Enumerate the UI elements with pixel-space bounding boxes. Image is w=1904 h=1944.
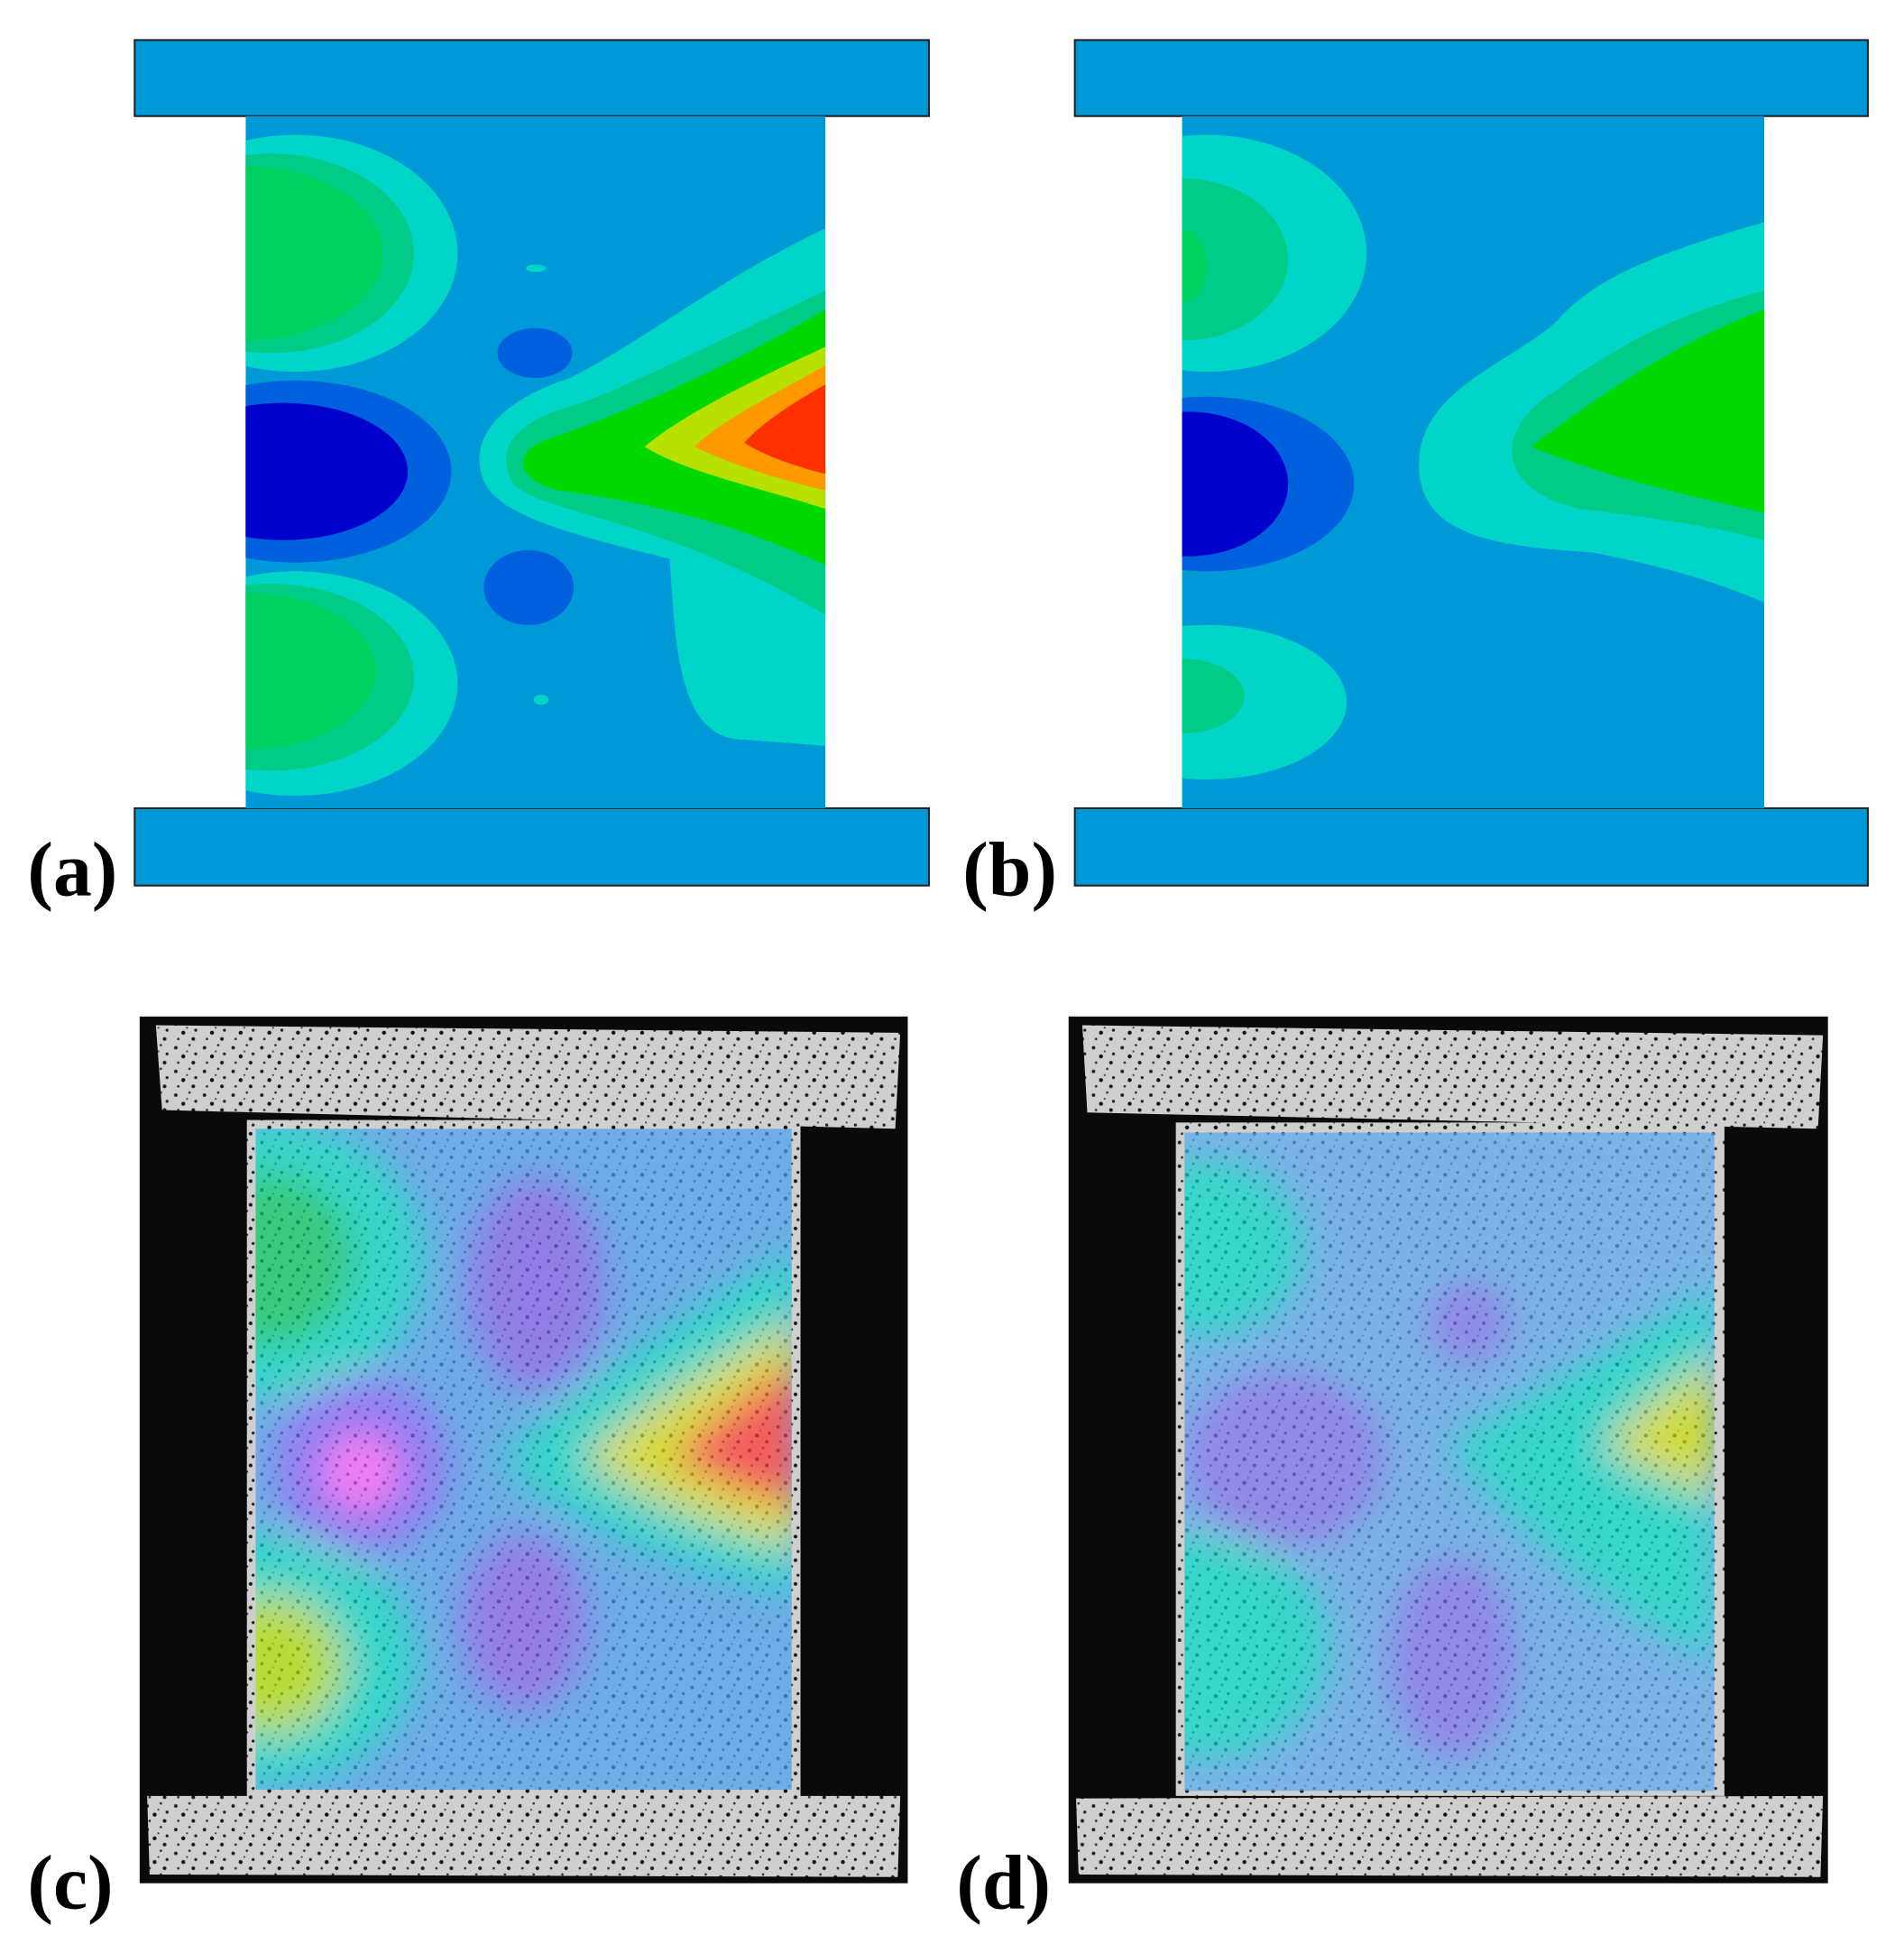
top-plate [155, 1025, 901, 1129]
bottom-plate [147, 1795, 901, 1877]
panel-label: (b) [962, 827, 1057, 913]
panel-label: (a) [27, 827, 117, 913]
top-plate [1073, 39, 1869, 117]
bottom-plate [1073, 806, 1869, 887]
bottom-plate [133, 806, 930, 887]
contour-a [245, 115, 826, 808]
panel-c: (c) [27, 1016, 908, 1925]
panel-d: (d) [956, 1016, 1828, 1925]
dic-overlay [255, 1129, 792, 1790]
top-plate [133, 39, 930, 117]
bottom-plate [1076, 1795, 1824, 1877]
panel-label: (c) [27, 1839, 113, 1925]
contour-b [1182, 115, 1765, 808]
panel-label: (d) [956, 1839, 1051, 1925]
panel-b: (b) [962, 39, 1869, 913]
panel-a: (a) [27, 39, 930, 913]
dic-overlay [1184, 1132, 1715, 1792]
top-plate [1081, 1025, 1824, 1129]
